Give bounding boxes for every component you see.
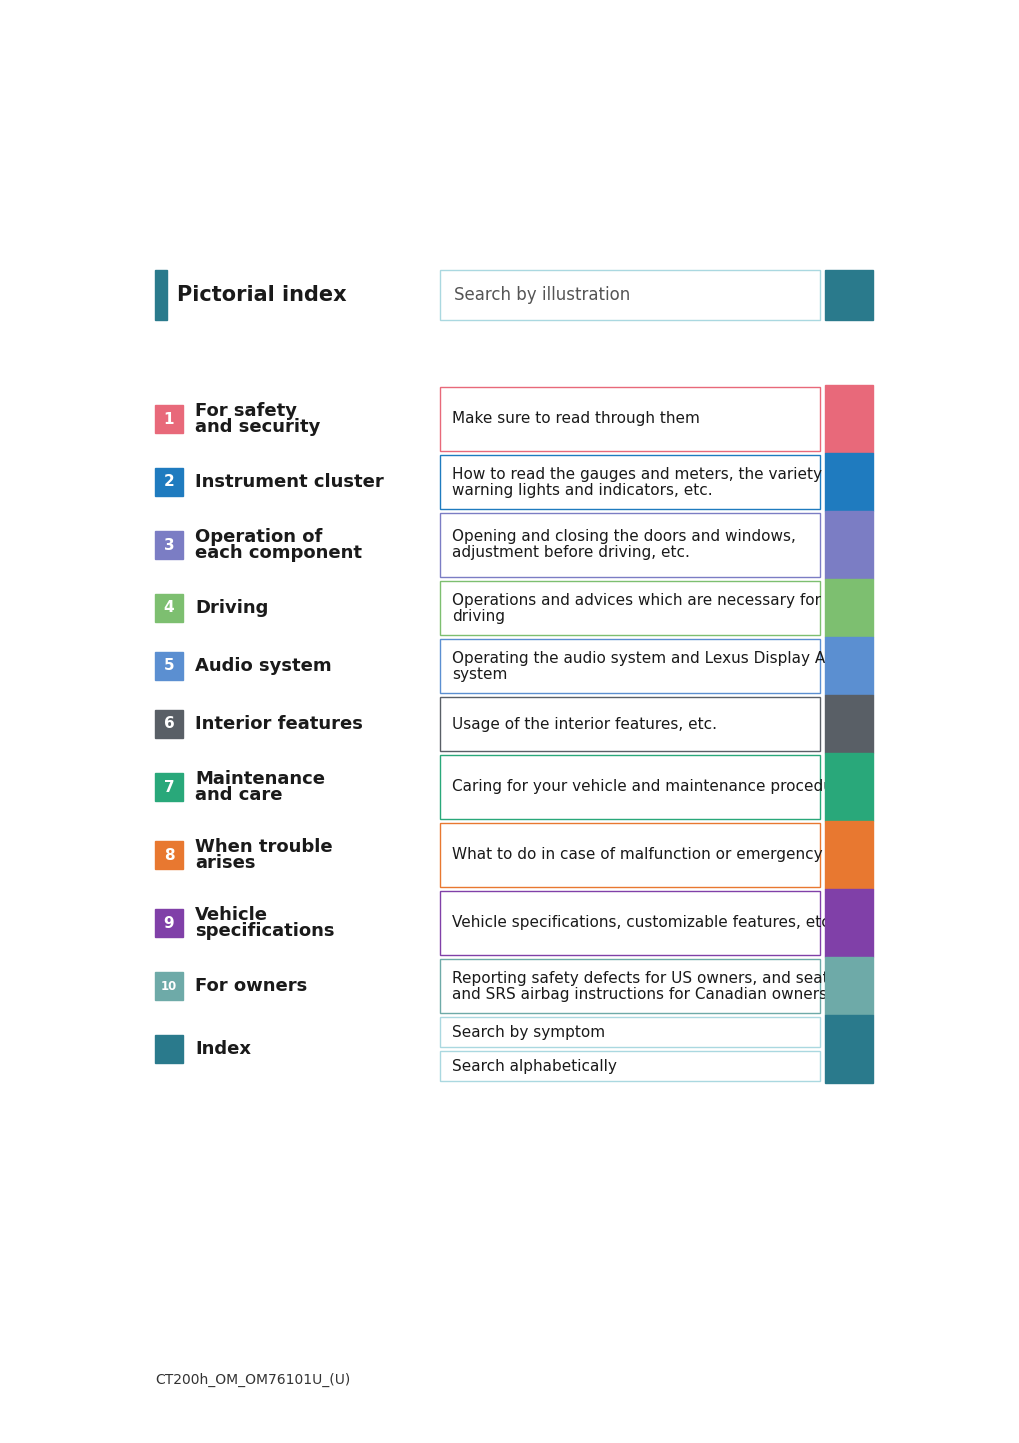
Text: Maintenance: Maintenance — [195, 771, 325, 788]
Bar — [155, 270, 167, 320]
Bar — [824, 696, 872, 753]
Bar — [824, 957, 872, 1014]
Text: What to do in case of malfunction or emergency: What to do in case of malfunction or eme… — [451, 847, 821, 863]
Text: and SRS airbag instructions for Canadian owners: and SRS airbag instructions for Canadian… — [451, 987, 826, 1001]
Bar — [155, 468, 182, 496]
Bar — [439, 455, 819, 509]
Text: 4: 4 — [163, 600, 174, 616]
Text: For safety: For safety — [195, 403, 297, 420]
Bar — [155, 909, 182, 937]
Text: Vehicle specifications, customizable features, etc.: Vehicle specifications, customizable fea… — [451, 915, 834, 931]
Text: Make sure to read through them: Make sure to read through them — [451, 411, 699, 427]
Text: system: system — [451, 667, 506, 681]
Text: Opening and closing the doors and windows,: Opening and closing the doors and window… — [451, 530, 795, 544]
Text: Usage of the interior features, etc.: Usage of the interior features, etc. — [451, 717, 716, 732]
Text: Search alphabetically: Search alphabetically — [451, 1059, 616, 1074]
Bar — [155, 405, 182, 433]
Bar — [439, 514, 819, 577]
Bar — [439, 1017, 819, 1048]
Bar — [439, 823, 819, 887]
Bar — [439, 639, 819, 693]
Bar — [439, 1051, 819, 1081]
Text: Search by illustration: Search by illustration — [453, 286, 630, 304]
Bar — [824, 753, 872, 821]
Text: driving: driving — [451, 609, 504, 623]
Bar — [824, 453, 872, 511]
Bar — [824, 636, 872, 696]
Text: and care: and care — [195, 785, 282, 804]
Bar — [155, 773, 182, 801]
Bar — [155, 973, 182, 1000]
Text: and security: and security — [195, 417, 320, 436]
Text: Interior features: Interior features — [195, 714, 363, 733]
Bar — [155, 531, 182, 558]
Text: 6: 6 — [163, 717, 174, 732]
Bar — [824, 1014, 872, 1084]
Bar — [439, 755, 819, 820]
Bar — [824, 511, 872, 579]
Text: Search by symptom: Search by symptom — [451, 1025, 604, 1039]
Bar — [439, 960, 819, 1013]
Bar — [824, 579, 872, 636]
Text: For owners: For owners — [195, 977, 307, 996]
Text: warning lights and indicators, etc.: warning lights and indicators, etc. — [451, 482, 712, 498]
Text: 9: 9 — [163, 915, 174, 931]
Text: 7: 7 — [163, 779, 174, 795]
Text: CT200h_OM_OM76101U_(U): CT200h_OM_OM76101U_(U) — [155, 1372, 350, 1387]
Text: Operating the audio system and Lexus Display Audio: Operating the audio system and Lexus Dis… — [451, 651, 857, 665]
Text: 10: 10 — [161, 980, 177, 993]
Bar — [155, 652, 182, 680]
Bar — [439, 387, 819, 452]
Text: Operation of: Operation of — [195, 528, 322, 547]
Bar — [439, 697, 819, 750]
Text: 3: 3 — [163, 537, 174, 553]
Text: Driving: Driving — [195, 599, 268, 618]
Text: Vehicle: Vehicle — [195, 906, 268, 925]
Text: adjustment before driving, etc.: adjustment before driving, etc. — [451, 545, 689, 560]
Text: specifications: specifications — [195, 922, 334, 939]
Text: How to read the gauges and meters, the variety of: How to read the gauges and meters, the v… — [451, 466, 841, 482]
Bar — [824, 889, 872, 957]
Text: 5: 5 — [163, 658, 174, 674]
Bar — [439, 270, 819, 320]
Bar — [155, 710, 182, 737]
Text: Pictorial index: Pictorial index — [177, 286, 346, 304]
Text: Operations and advices which are necessary for: Operations and advices which are necessa… — [451, 593, 820, 608]
Text: 1: 1 — [164, 411, 174, 427]
Text: each component: each component — [195, 544, 362, 561]
Text: When trouble: When trouble — [195, 838, 332, 857]
Text: 8: 8 — [163, 847, 174, 863]
Bar — [439, 890, 819, 955]
Text: Index: Index — [195, 1040, 251, 1058]
Bar — [824, 385, 872, 453]
Text: Reporting safety defects for US owners, and seat belt: Reporting safety defects for US owners, … — [451, 971, 862, 986]
Text: Instrument cluster: Instrument cluster — [195, 473, 383, 491]
Bar — [155, 841, 182, 869]
Bar — [155, 595, 182, 622]
Text: Audio system: Audio system — [195, 657, 331, 675]
Bar — [824, 270, 872, 320]
Bar — [439, 582, 819, 635]
Text: 2: 2 — [163, 475, 174, 489]
Text: arises: arises — [195, 853, 255, 872]
Bar — [824, 821, 872, 889]
Bar — [155, 1035, 182, 1063]
Text: Caring for your vehicle and maintenance procedures: Caring for your vehicle and maintenance … — [451, 779, 856, 795]
